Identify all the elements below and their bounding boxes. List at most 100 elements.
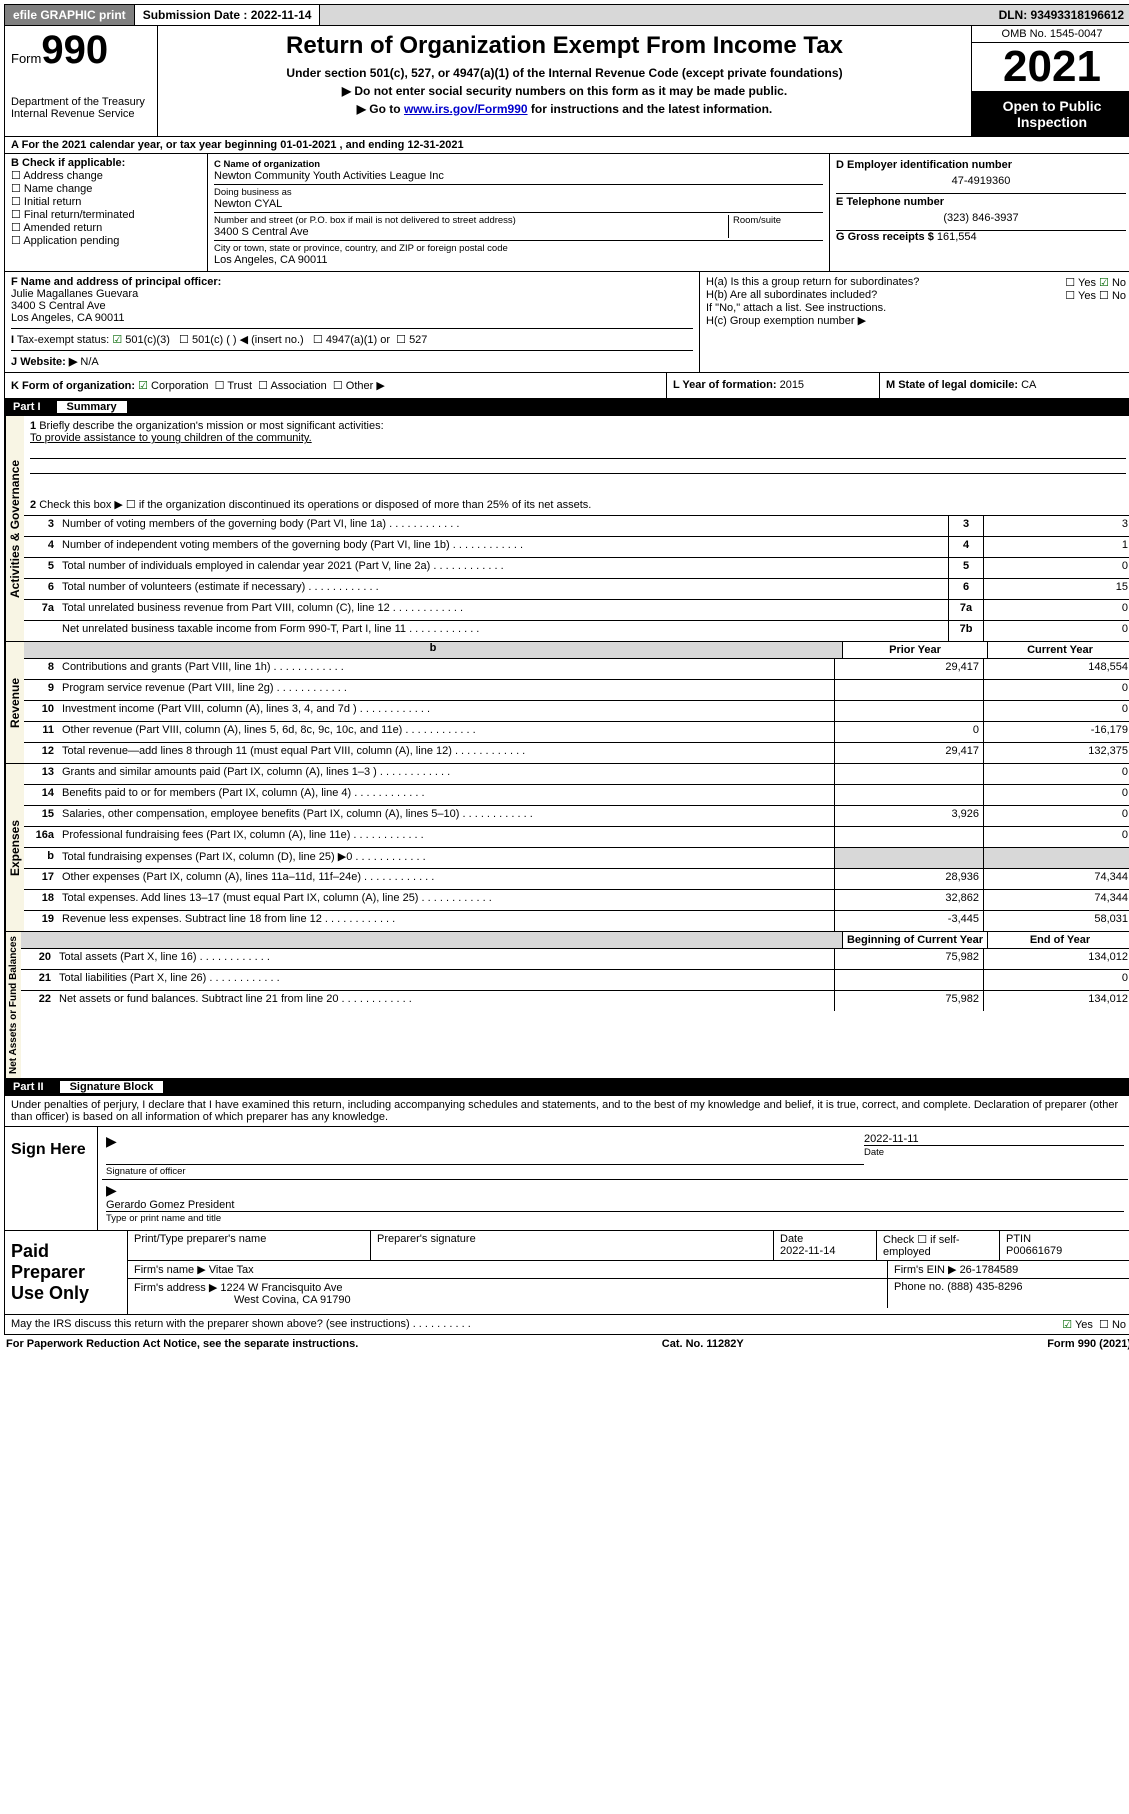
q1-label: Briefly describe the organization's miss… xyxy=(39,420,383,432)
gross-value: 161,554 xyxy=(937,231,977,243)
table-row: 9 Program service revenue (Part VIII, li… xyxy=(24,680,1129,701)
firm-addr1: 1224 W Francisquito Ave xyxy=(220,1282,342,1294)
sig-officer-label: Signature of officer xyxy=(106,1166,186,1177)
chk-527[interactable]: 527 xyxy=(396,334,427,346)
l-value: 2015 xyxy=(780,379,804,391)
part2-num: Part II xyxy=(13,1081,60,1093)
i-label: Tax-exempt status: xyxy=(17,334,109,346)
may-irs-no[interactable]: No xyxy=(1099,1319,1126,1331)
ha-yes[interactable]: Yes xyxy=(1065,277,1096,289)
form-footer: Form 990 (2021) xyxy=(1047,1338,1129,1350)
row-fhij: F Name and address of principal officer:… xyxy=(4,272,1129,373)
section-revenue: Revenue b Prior Year Current Year 8 Cont… xyxy=(4,642,1129,764)
form-number: 990 xyxy=(41,28,108,72)
chk-amended[interactable]: Amended return xyxy=(11,221,201,234)
f-addr2: Los Angeles, CA 90011 xyxy=(11,312,125,324)
chk-assoc[interactable]: Association xyxy=(258,380,327,392)
table-row: 11 Other revenue (Part VIII, column (A),… xyxy=(24,722,1129,743)
irs-label: Internal Revenue Service xyxy=(11,108,151,120)
ssn-note: ▶ Do not enter social security numbers o… xyxy=(164,84,965,98)
dept-treasury: Department of the Treasury xyxy=(11,96,151,108)
table-row: 16a Professional fundraising fees (Part … xyxy=(24,827,1129,848)
part1-num: Part I xyxy=(13,401,57,413)
q2-label: Check this box ▶ ☐ if the organization d… xyxy=(39,499,591,511)
table-row: 12 Total revenue—add lines 8 through 11 … xyxy=(24,743,1129,763)
f-addr1: 3400 S Central Ave xyxy=(11,300,106,312)
ein-value: 47-4919360 xyxy=(836,171,1126,191)
table-row: 18 Total expenses. Add lines 13–17 (must… xyxy=(24,890,1129,911)
table-row: 5 Total number of individuals employed i… xyxy=(24,558,1129,579)
section-net-assets: Net Assets or Fund Balances Beginning of… xyxy=(4,932,1129,1079)
j-value: N/A xyxy=(80,356,98,368)
table-row: 22 Net assets or fund balances. Subtract… xyxy=(21,991,1129,1011)
page-footer: For Paperwork Reduction Act Notice, see … xyxy=(4,1335,1129,1353)
table-row: 13 Grants and similar amounts paid (Part… xyxy=(24,764,1129,785)
part1-title: Summary xyxy=(57,401,127,413)
firm-addr2: West Covina, CA 91790 xyxy=(234,1294,351,1306)
form-label: Form xyxy=(11,51,41,66)
paid-preparer-block: Paid Preparer Use Only Print/Type prepar… xyxy=(5,1230,1129,1314)
hb-no[interactable]: No xyxy=(1099,290,1126,302)
top-bar: efile GRAPHIC print Submission Date : 20… xyxy=(4,4,1129,26)
table-row: 10 Investment income (Part VIII, column … xyxy=(24,701,1129,722)
side-net: Net Assets or Fund Balances xyxy=(5,932,21,1078)
ha-no[interactable]: No xyxy=(1099,277,1126,289)
chk-pending[interactable]: Application pending xyxy=(11,234,201,247)
may-irs-yes[interactable]: Yes xyxy=(1062,1319,1093,1331)
hb-yes[interactable]: Yes xyxy=(1065,290,1096,302)
efile-print-button[interactable]: efile GRAPHIC print xyxy=(5,5,135,25)
phone-value: (888) 435-8296 xyxy=(947,1281,1022,1293)
row-klm: K Form of organization: Corporation Trus… xyxy=(4,373,1129,399)
irs-link[interactable]: www.irs.gov/Form990 xyxy=(404,102,528,116)
table-row: 6 Total number of volunteers (estimate i… xyxy=(24,579,1129,600)
chk-final[interactable]: Final return/terminated xyxy=(11,208,201,221)
chk-501c3[interactable]: 501(c)(3) xyxy=(112,334,170,346)
m-value: CA xyxy=(1021,379,1036,391)
table-row: 8 Contributions and grants (Part VIII, l… xyxy=(24,659,1129,680)
section-governance: Activities & Governance 1 Briefly descri… xyxy=(4,416,1129,642)
org-name: Newton Community Youth Activities League… xyxy=(214,170,823,182)
table-row: 17 Other expenses (Part IX, column (A), … xyxy=(24,869,1129,890)
chk-corp[interactable]: Corporation xyxy=(138,380,208,392)
table-row: 21 Total liabilities (Part X, line 26) 0 xyxy=(21,970,1129,991)
chk-initial[interactable]: Initial return xyxy=(11,195,201,208)
end-year-hdr: End of Year xyxy=(987,932,1129,948)
h-check-self[interactable]: Check ☐ if self-employed xyxy=(877,1231,1000,1260)
ptin-value: P00661679 xyxy=(1006,1245,1062,1257)
addr-value: 3400 S Central Ave xyxy=(214,226,728,238)
pra-notice: For Paperwork Reduction Act Notice, see … xyxy=(6,1338,358,1350)
may-irs-row: May the IRS discuss this return with the… xyxy=(4,1315,1129,1335)
dba-label: Doing business as xyxy=(214,187,823,198)
section-expenses: Expenses 13 Grants and similar amounts p… xyxy=(4,764,1129,932)
tel-value: (323) 846-3937 xyxy=(836,208,1126,228)
chk-4947[interactable]: 4947(a)(1) or xyxy=(313,334,390,346)
room-label: Room/suite xyxy=(733,215,823,226)
h-preparer-name: Print/Type preparer's name xyxy=(128,1231,371,1260)
part2-title: Signature Block xyxy=(60,1081,164,1093)
open-public: Open to Public Inspection xyxy=(972,92,1129,136)
chk-name[interactable]: Name change xyxy=(11,182,201,195)
j-label: Website: ▶ xyxy=(20,356,77,368)
h-date-value: 2022-11-14 xyxy=(780,1245,835,1257)
chk-other[interactable]: Other ▶ xyxy=(333,380,385,392)
table-row: b Total fundraising expenses (Part IX, c… xyxy=(24,848,1129,869)
prior-year-hdr: Prior Year xyxy=(842,642,987,658)
signature-block: Sign Here Signature of officer 2022-11-1… xyxy=(4,1127,1129,1315)
cat-no: Cat. No. 11282Y xyxy=(662,1338,744,1350)
addr-label: Number and street (or P.O. box if mail i… xyxy=(214,215,728,226)
h-date-label: Date xyxy=(780,1233,803,1245)
begin-year-hdr: Beginning of Current Year xyxy=(842,932,987,948)
part1-header: Part I Summary xyxy=(4,399,1129,416)
side-revenue: Revenue xyxy=(5,642,24,763)
firm-name-label: Firm's name ▶ xyxy=(134,1264,206,1276)
m-label: M State of legal domicile: xyxy=(886,379,1018,391)
firm-ein-label: Firm's EIN ▶ xyxy=(894,1264,957,1276)
may-irs-label: May the IRS discuss this return with the… xyxy=(11,1318,410,1330)
col-d: D Employer identification number 47-4919… xyxy=(830,154,1129,271)
dba-value: Newton CYAL xyxy=(214,198,823,210)
col-c: C Name of organization Newton Community … xyxy=(208,154,830,271)
chk-address[interactable]: Address change xyxy=(11,169,201,182)
chk-501c[interactable]: 501(c) ( ) ◀ (insert no.) xyxy=(179,334,304,346)
chk-trust[interactable]: Trust xyxy=(215,380,252,392)
ha-label: H(a) Is this a group return for subordin… xyxy=(706,276,919,289)
